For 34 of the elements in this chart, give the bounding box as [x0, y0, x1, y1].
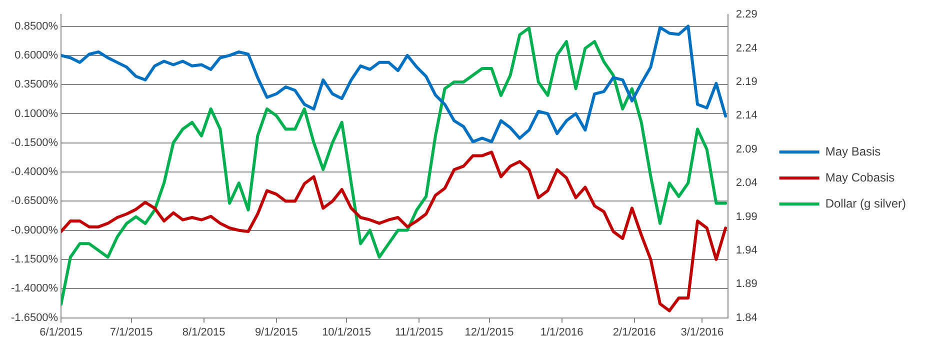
- y-tick-label: -1.1500%: [10, 254, 58, 266]
- y2-tick-label: 2.09: [736, 143, 758, 156]
- y2-tick-label: 2.19: [736, 76, 758, 88]
- y-tick-label: 0.1000%: [14, 108, 58, 120]
- legend-label: May Basis: [825, 144, 881, 158]
- y2-tick-label: 1.84: [736, 312, 758, 324]
- y-tick-label: -0.9000%: [10, 224, 58, 236]
- x-tick-label: 12/1/2015: [464, 326, 514, 338]
- x-tick-label: 11/1/2015: [395, 326, 444, 338]
- x-tick-label: 9/1/2015: [254, 326, 298, 338]
- x-tick-label: 1/1/2016: [540, 326, 584, 338]
- x-tick-label: 8/1/2015: [182, 326, 226, 338]
- y2-tick-label: 2.29: [736, 8, 758, 21]
- legend-label: Dollar (g silver): [825, 196, 906, 210]
- y-tick-label: -0.1500%: [10, 136, 58, 149]
- y2-tick-label: 2.14: [736, 110, 758, 122]
- y2-tick-label: 2.04: [736, 177, 758, 190]
- y-tick-label: 0.3500%: [14, 78, 58, 91]
- x-tick-label: 6/1/2015: [40, 326, 82, 338]
- y2-tick-label: 1.89: [736, 278, 758, 290]
- x-tick-label: 3/1/2016: [680, 326, 724, 338]
- x-tick-label: 10/1/2015: [322, 326, 372, 338]
- y-tick-label: 0.6000%: [14, 49, 58, 62]
- y-tick-label: -0.4000%: [10, 166, 58, 178]
- legend-label: May Cobasis: [825, 170, 895, 184]
- y-tick-label: 0.8500%: [14, 20, 58, 32]
- y-tick-label: -1.4000%: [10, 282, 58, 295]
- x-tick-label: 2/1/2016: [612, 326, 656, 338]
- y-tick-label: -0.6500%: [10, 195, 58, 208]
- y2-tick-label: 1.99: [736, 210, 758, 223]
- x-tick-label: 7/1/2015: [110, 326, 153, 338]
- y2-tick-label: 1.94: [736, 244, 758, 256]
- y-tick-label: -1.6500%: [10, 312, 58, 324]
- y2-tick-label: 2.24: [736, 42, 758, 54]
